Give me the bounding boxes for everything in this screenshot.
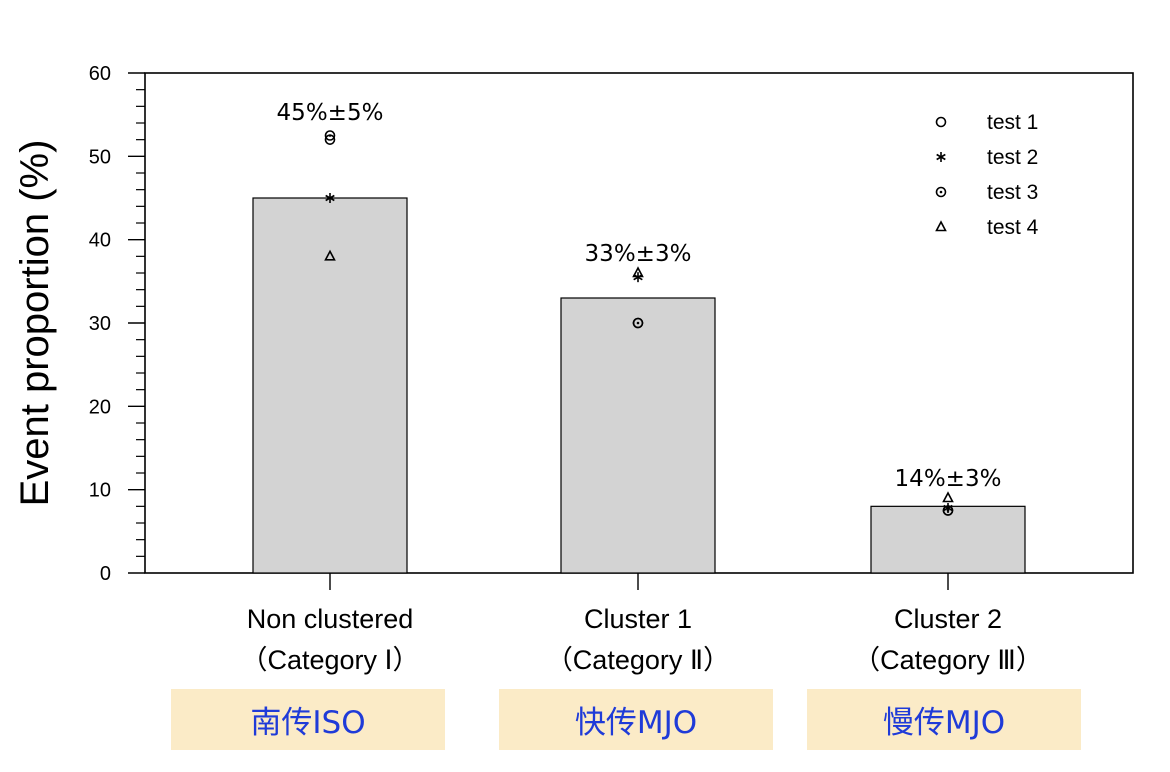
triangle-marker [935,220,947,232]
y-tick-label: 20 [89,396,111,418]
bar-annotation: 45%±5% [277,100,384,126]
legend-entry-label: test 3 [987,181,1038,204]
triangle-marker [632,266,644,278]
triangle-marker [324,249,336,261]
annotations: 45%±5% 33%±3% 14%±3% [277,100,1002,492]
x-tick-label: Cluster 2 [894,604,1002,634]
bar-annotation: 33%±3% [585,241,692,267]
cn-label-text: 快传MJO [574,705,698,741]
bar [870,505,1026,574]
circle-marker [935,116,947,128]
dotted-circle-marker [942,505,954,516]
asterisk-marker [936,152,946,162]
legend-entry-label: test 2 [987,146,1038,169]
category-cn-label-1: 快传MJO [499,689,773,750]
asterisk-marker [325,193,335,203]
bar [252,197,408,574]
x-tick-sublabel: （Category Ⅱ） [546,645,730,675]
bar [560,297,716,574]
x-tick-label: Cluster 1 [584,604,692,634]
x-tick-sublabel: （Category Ⅲ） [853,645,1043,675]
y-axis-label: Event proportion (%) [13,140,57,507]
triangle-marker [942,491,954,503]
test-markers [324,130,954,516]
y-tick-label: 60 [89,63,111,85]
legend-entry-label: test 1 [987,111,1038,134]
x-tick-label: Non clustered [247,604,414,634]
dotted-circle-marker [935,186,947,198]
y-tick-label: 40 [89,230,111,252]
y-axis: 0 10 20 30 40 50 60 [89,63,145,585]
cn-label-text: 慢传MJO [882,705,1006,741]
dotted-circle-marker [632,317,644,329]
cn-label-text: 南传ISO [250,705,366,741]
category-cn-label-2: 慢传MJO [807,689,1081,750]
x-tick-sublabel: （Category Ⅰ） [240,645,419,675]
y-tick-label: 50 [89,146,111,168]
bar-chart: 0 10 20 30 40 50 60 Non clustered （Category Ⅰ） C… [13,63,1134,675]
y-tick-label: 0 [100,563,111,585]
bar-annotation: 14%±3% [895,466,1002,492]
dotted-circle-marker [324,130,336,141]
y-tick-label: 10 [89,480,111,502]
x-axis: Non clustered （Category Ⅰ） Cluster 1 （Categ… [240,573,1043,675]
legend-entry-label: test 4 [987,216,1039,239]
y-tick-label: 30 [89,313,111,335]
category-cn-label-0: 南传ISO [171,689,445,750]
legend: test 1 test 2 test 3 test 4 [935,111,1039,239]
